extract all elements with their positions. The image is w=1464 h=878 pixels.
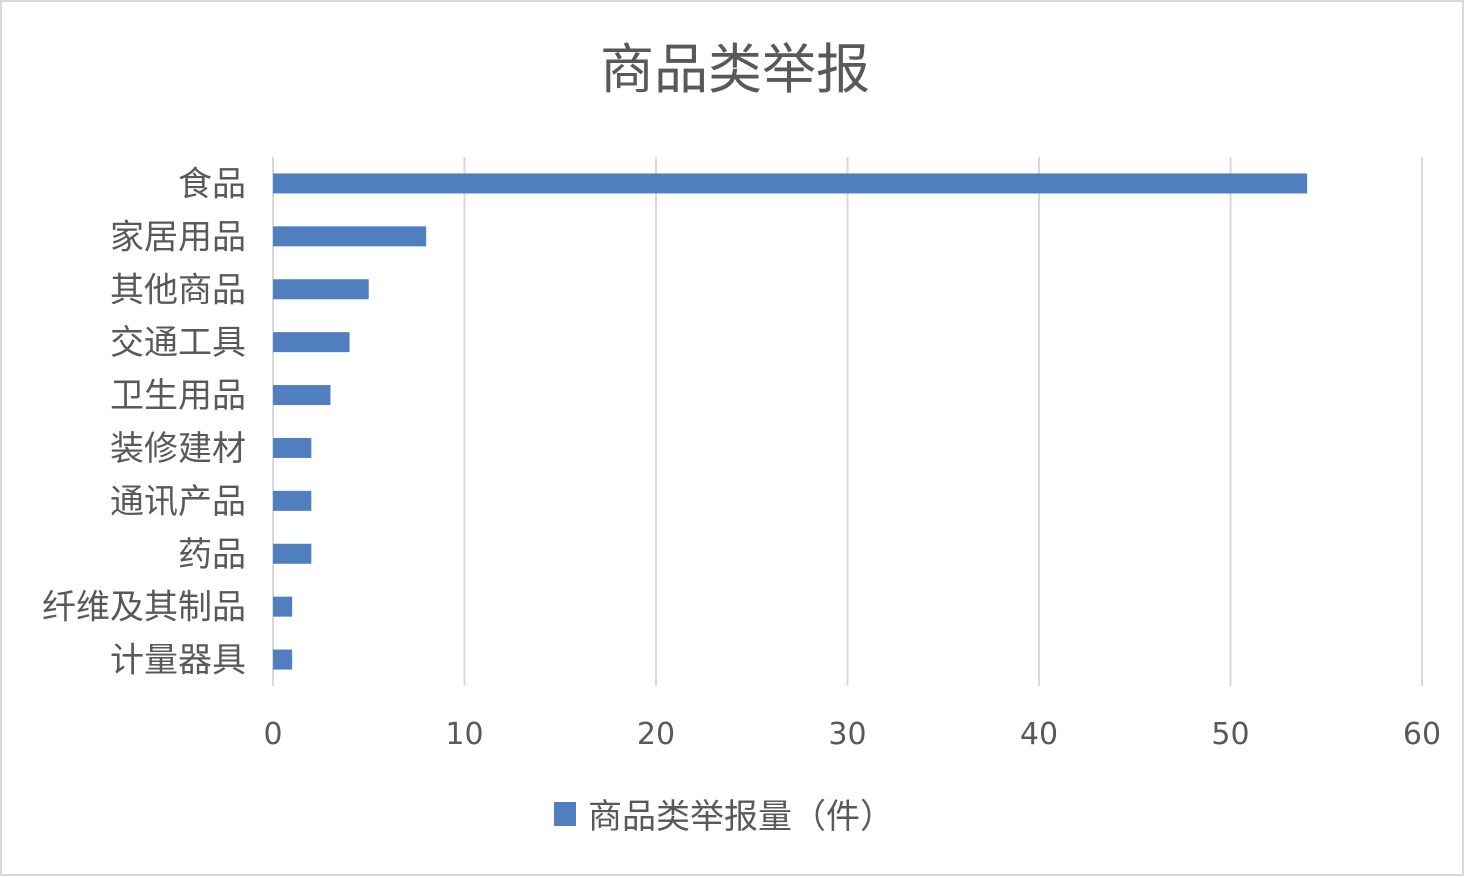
category-label: 家居用品	[110, 217, 246, 257]
x-tick-label: 0	[263, 717, 282, 752]
x-axis-ticks: 0 10 20 30 40 50 60	[263, 717, 1441, 752]
category-label: 通讯产品	[110, 482, 246, 522]
chart-title: 商品类举报	[600, 38, 870, 101]
category-label: 计量器具	[110, 641, 246, 681]
category-label: 食品	[178, 164, 246, 204]
bar	[273, 173, 1308, 194]
bar	[273, 279, 369, 300]
category-label: 装修建材	[110, 429, 246, 469]
x-tick-label: 40	[1020, 717, 1058, 752]
category-label: 纤维及其制品	[42, 588, 246, 628]
x-tick-label: 30	[828, 717, 866, 752]
x-tick-label: 20	[637, 717, 675, 752]
x-tick-label: 10	[445, 717, 483, 752]
category-label: 卫生用品	[110, 376, 246, 416]
bar	[273, 332, 350, 353]
bar	[273, 649, 293, 670]
bars	[273, 173, 1308, 670]
legend: 商品类举报量（件）	[554, 797, 894, 837]
legend-label: 商品类举报量（件）	[588, 797, 894, 837]
legend-swatch	[554, 802, 576, 826]
category-label: 药品	[178, 535, 246, 575]
x-tick-label: 60	[1403, 717, 1441, 752]
bar	[273, 226, 427, 247]
bar	[273, 385, 331, 406]
bar	[273, 437, 312, 458]
category-label: 交通工具	[110, 323, 246, 363]
bar	[273, 596, 293, 617]
bar	[273, 490, 312, 511]
x-tick-label: 50	[1211, 717, 1249, 752]
category-label: 其他商品	[110, 270, 246, 310]
bar	[273, 543, 312, 564]
gridlines	[272, 157, 1423, 686]
